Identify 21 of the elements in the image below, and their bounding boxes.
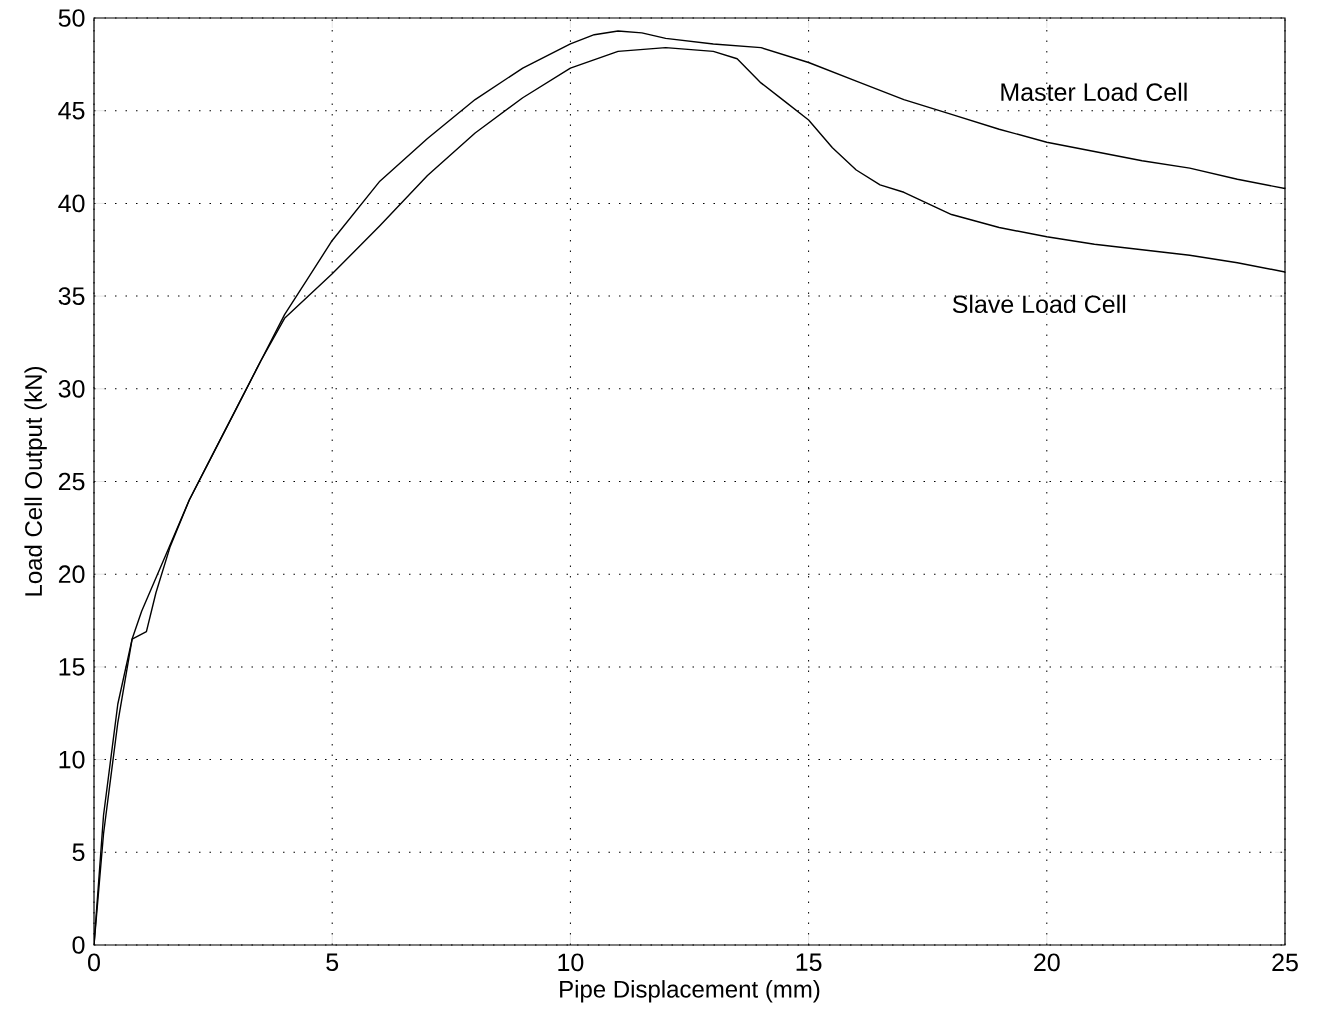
x-tick-label: 10 bbox=[558, 953, 584, 972]
x-tick-label: 5 bbox=[326, 953, 339, 971]
y-tick-label: 25 bbox=[58, 472, 85, 491]
x-tick-label: 0 bbox=[88, 953, 100, 972]
series-label: Slave Load Cell bbox=[952, 294, 1126, 314]
y-tick-label: 50 bbox=[58, 9, 85, 27]
x-tick-label: 25 bbox=[1272, 953, 1298, 972]
y-tick-label: 5 bbox=[72, 843, 85, 862]
x-tick-label: 15 bbox=[796, 953, 822, 971]
y-tick-label: 40 bbox=[58, 194, 85, 213]
y-tick-label: 45 bbox=[58, 101, 85, 120]
y-tick-label: 10 bbox=[59, 750, 85, 769]
x-axis-title: Pipe Displacement (mm) bbox=[560, 980, 820, 1003]
y-tick-label: 35 bbox=[58, 287, 85, 305]
series-label: Master Load Cell bbox=[1001, 82, 1187, 102]
y-tick-label: 30 bbox=[58, 379, 85, 398]
y-tick-label: 0 bbox=[72, 936, 85, 954]
y-axis-title: Load Cell Output (kN) bbox=[24, 366, 47, 596]
y-tick-label: 20 bbox=[58, 565, 85, 584]
y-tick-label: 15 bbox=[59, 658, 85, 676]
x-tick-label: 20 bbox=[1034, 953, 1060, 972]
